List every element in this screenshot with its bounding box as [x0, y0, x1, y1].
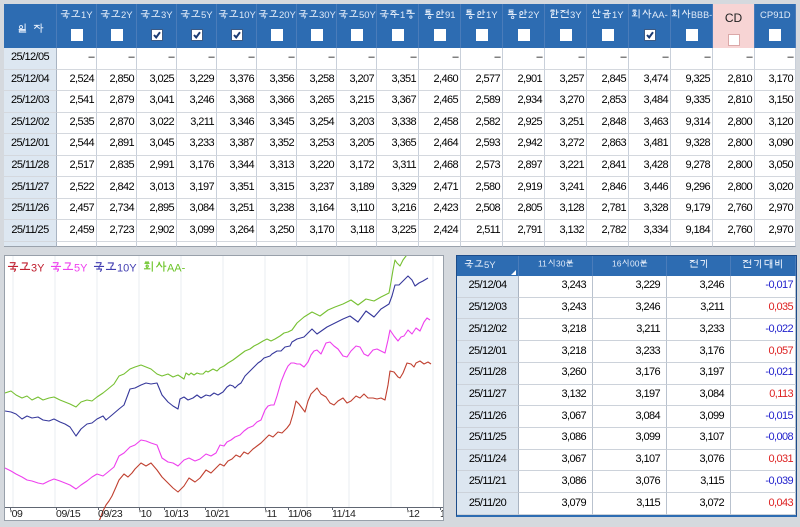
svg-text:3Y: 3Y — [570, 10, 582, 20]
svg-text:10Y: 10Y — [238, 10, 255, 20]
svg-text:30Y: 30Y — [318, 10, 335, 20]
svg-text:'12: '12 — [407, 508, 420, 520]
svg-text:11/14: 11/14 — [332, 508, 356, 520]
svg-text:91: 91 — [444, 10, 455, 20]
svg-text:1Y: 1Y — [486, 10, 498, 20]
svg-text:2Y: 2Y — [121, 10, 133, 20]
svg-text:16: 16 — [612, 259, 622, 268]
svg-text:2Y: 2Y — [528, 10, 540, 20]
svg-text:BBB-: BBB- — [691, 10, 712, 20]
svg-text:11: 11 — [538, 259, 547, 268]
svg-text:1Y: 1Y — [612, 10, 624, 20]
svg-text:1Y: 1Y — [81, 10, 93, 20]
svg-text:00: 00 — [630, 259, 640, 268]
svg-text:'10: '10 — [139, 508, 152, 520]
svg-text:5Y: 5Y — [484, 260, 496, 270]
svg-text:10/13: 10/13 — [164, 508, 189, 520]
svg-text:1: 1 — [400, 10, 405, 20]
svg-text:AA-: AA- — [167, 262, 185, 273]
svg-text:'09: '09 — [10, 508, 23, 520]
svg-text:10Y: 10Y — [117, 262, 137, 273]
svg-text:5Y: 5Y — [201, 10, 213, 20]
svg-text:09/15: 09/15 — [56, 508, 81, 520]
svg-text:20Y: 20Y — [278, 10, 295, 20]
svg-text:3Y: 3Y — [161, 10, 173, 20]
svg-text:1: 1 — [440, 508, 443, 520]
svg-text:'11: '11 — [265, 508, 277, 520]
svg-text:CP91D: CP91D — [760, 10, 791, 20]
svg-text:30: 30 — [556, 259, 566, 268]
svg-text:3Y: 3Y — [31, 262, 44, 273]
svg-text:11/06: 11/06 — [288, 508, 312, 520]
svg-text:AA-: AA- — [652, 10, 668, 20]
svg-text:5Y: 5Y — [74, 262, 87, 273]
svg-text:50Y: 50Y — [358, 10, 375, 20]
svg-text:09/23: 09/23 — [98, 508, 123, 520]
svg-text:10/21: 10/21 — [205, 508, 230, 520]
